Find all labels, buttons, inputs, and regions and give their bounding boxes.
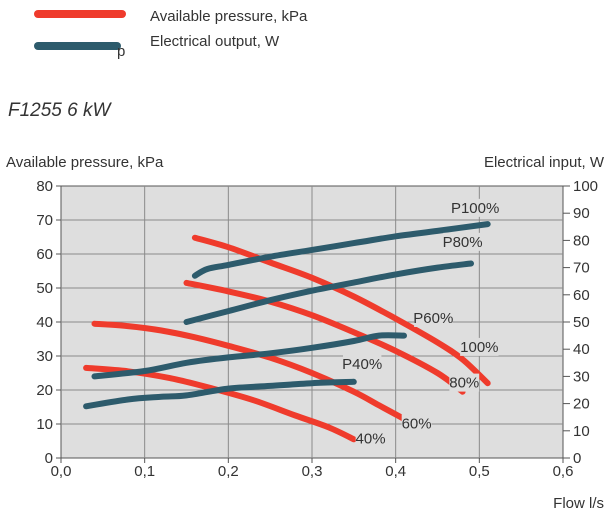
chart-subtitle: F1255 6 kW xyxy=(8,100,112,121)
series-line-80pct xyxy=(183,279,466,395)
series-line-100pct xyxy=(191,234,491,387)
y-left-tick-label: 0 xyxy=(45,450,53,467)
series-line-p80pct xyxy=(183,260,474,325)
annotation-halo xyxy=(451,198,499,217)
y-left-tick-label: 80 xyxy=(36,178,53,195)
x-tick-label: 0,4 xyxy=(385,463,406,480)
y-right-tick-label: 0 xyxy=(573,450,581,467)
y-right-tick-label: 20 xyxy=(573,396,590,413)
y-left-tick-label: 20 xyxy=(36,382,53,399)
y-left-tick-label: 70 xyxy=(36,212,53,229)
x-axis-title: Flow l/s xyxy=(553,495,604,512)
annotation-halo xyxy=(343,355,382,374)
y-left-tick-label: 60 xyxy=(36,246,53,263)
series-line-p100pct xyxy=(191,221,491,279)
annotation-halo xyxy=(460,337,499,356)
y-right-tick-label: 90 xyxy=(573,205,590,222)
x-tick-label: 0,3 xyxy=(302,463,323,480)
y-right-tick-label: 40 xyxy=(573,341,590,358)
y-right-tick-label: 10 xyxy=(573,423,590,440)
series-line-60pct xyxy=(91,320,407,422)
x-tick-label: 0,6 xyxy=(553,463,574,480)
y-axis-left-title: Available pressure, kPa xyxy=(6,154,164,171)
series-annotations: P100% P80% P60% P40% 100% 80% 60% 40% xyxy=(342,198,499,448)
annotation-halo xyxy=(443,232,482,251)
annotation-label: 40% xyxy=(356,431,386,448)
annotation-label: 80% xyxy=(449,375,479,392)
x-tick-label: 0,0 xyxy=(51,463,72,480)
series-line-p40pct xyxy=(83,378,357,410)
annotation-label: P60% xyxy=(413,310,453,327)
y-right-tick-label: 60 xyxy=(573,287,590,304)
annotation-halo xyxy=(449,373,480,392)
annotation-halo xyxy=(401,414,432,433)
series-lines xyxy=(83,221,491,443)
legend-label-output: Electrical output, W xyxy=(150,33,280,50)
y-right-tick-label: 30 xyxy=(573,368,590,385)
legend-label-pressure: Available pressure, kPa xyxy=(150,8,308,25)
y-left-tick-label: 50 xyxy=(36,280,53,297)
x-tick-label: 0,5 xyxy=(469,463,490,480)
y-right-tick-label: 50 xyxy=(573,314,590,331)
axis-ticks: 0,0 0,1 0,2 0,3 0,4 0,5 0,60102030405060708001… xyxy=(36,178,598,480)
y-axis-right-title: Electrical input, W xyxy=(484,154,605,171)
y-right-tick-label: 80 xyxy=(573,232,590,249)
y-right-tick-label: 70 xyxy=(573,260,590,277)
y-right-tick-label: 100 xyxy=(573,178,598,195)
annotation-label: P40% xyxy=(342,356,382,373)
y-left-tick-label: 10 xyxy=(36,416,53,433)
y-left-tick-label: 30 xyxy=(36,348,53,365)
annotation-halo xyxy=(355,429,386,448)
y-left-tick-label: 40 xyxy=(36,314,53,331)
legend: Available pressure, kPa p Electrical out… xyxy=(34,8,308,60)
annotation-label: 60% xyxy=(402,415,432,432)
annotation-label: P100% xyxy=(451,200,499,217)
x-tick-label: 0,2 xyxy=(218,463,239,480)
x-tick-label: 0,1 xyxy=(134,463,155,480)
legend-marker-text: p xyxy=(117,43,125,60)
annotation-label: 100% xyxy=(460,339,498,356)
annotation-label: P80% xyxy=(443,234,483,251)
annotation-halo xyxy=(414,309,453,327)
series-line-p60pct xyxy=(91,332,407,380)
